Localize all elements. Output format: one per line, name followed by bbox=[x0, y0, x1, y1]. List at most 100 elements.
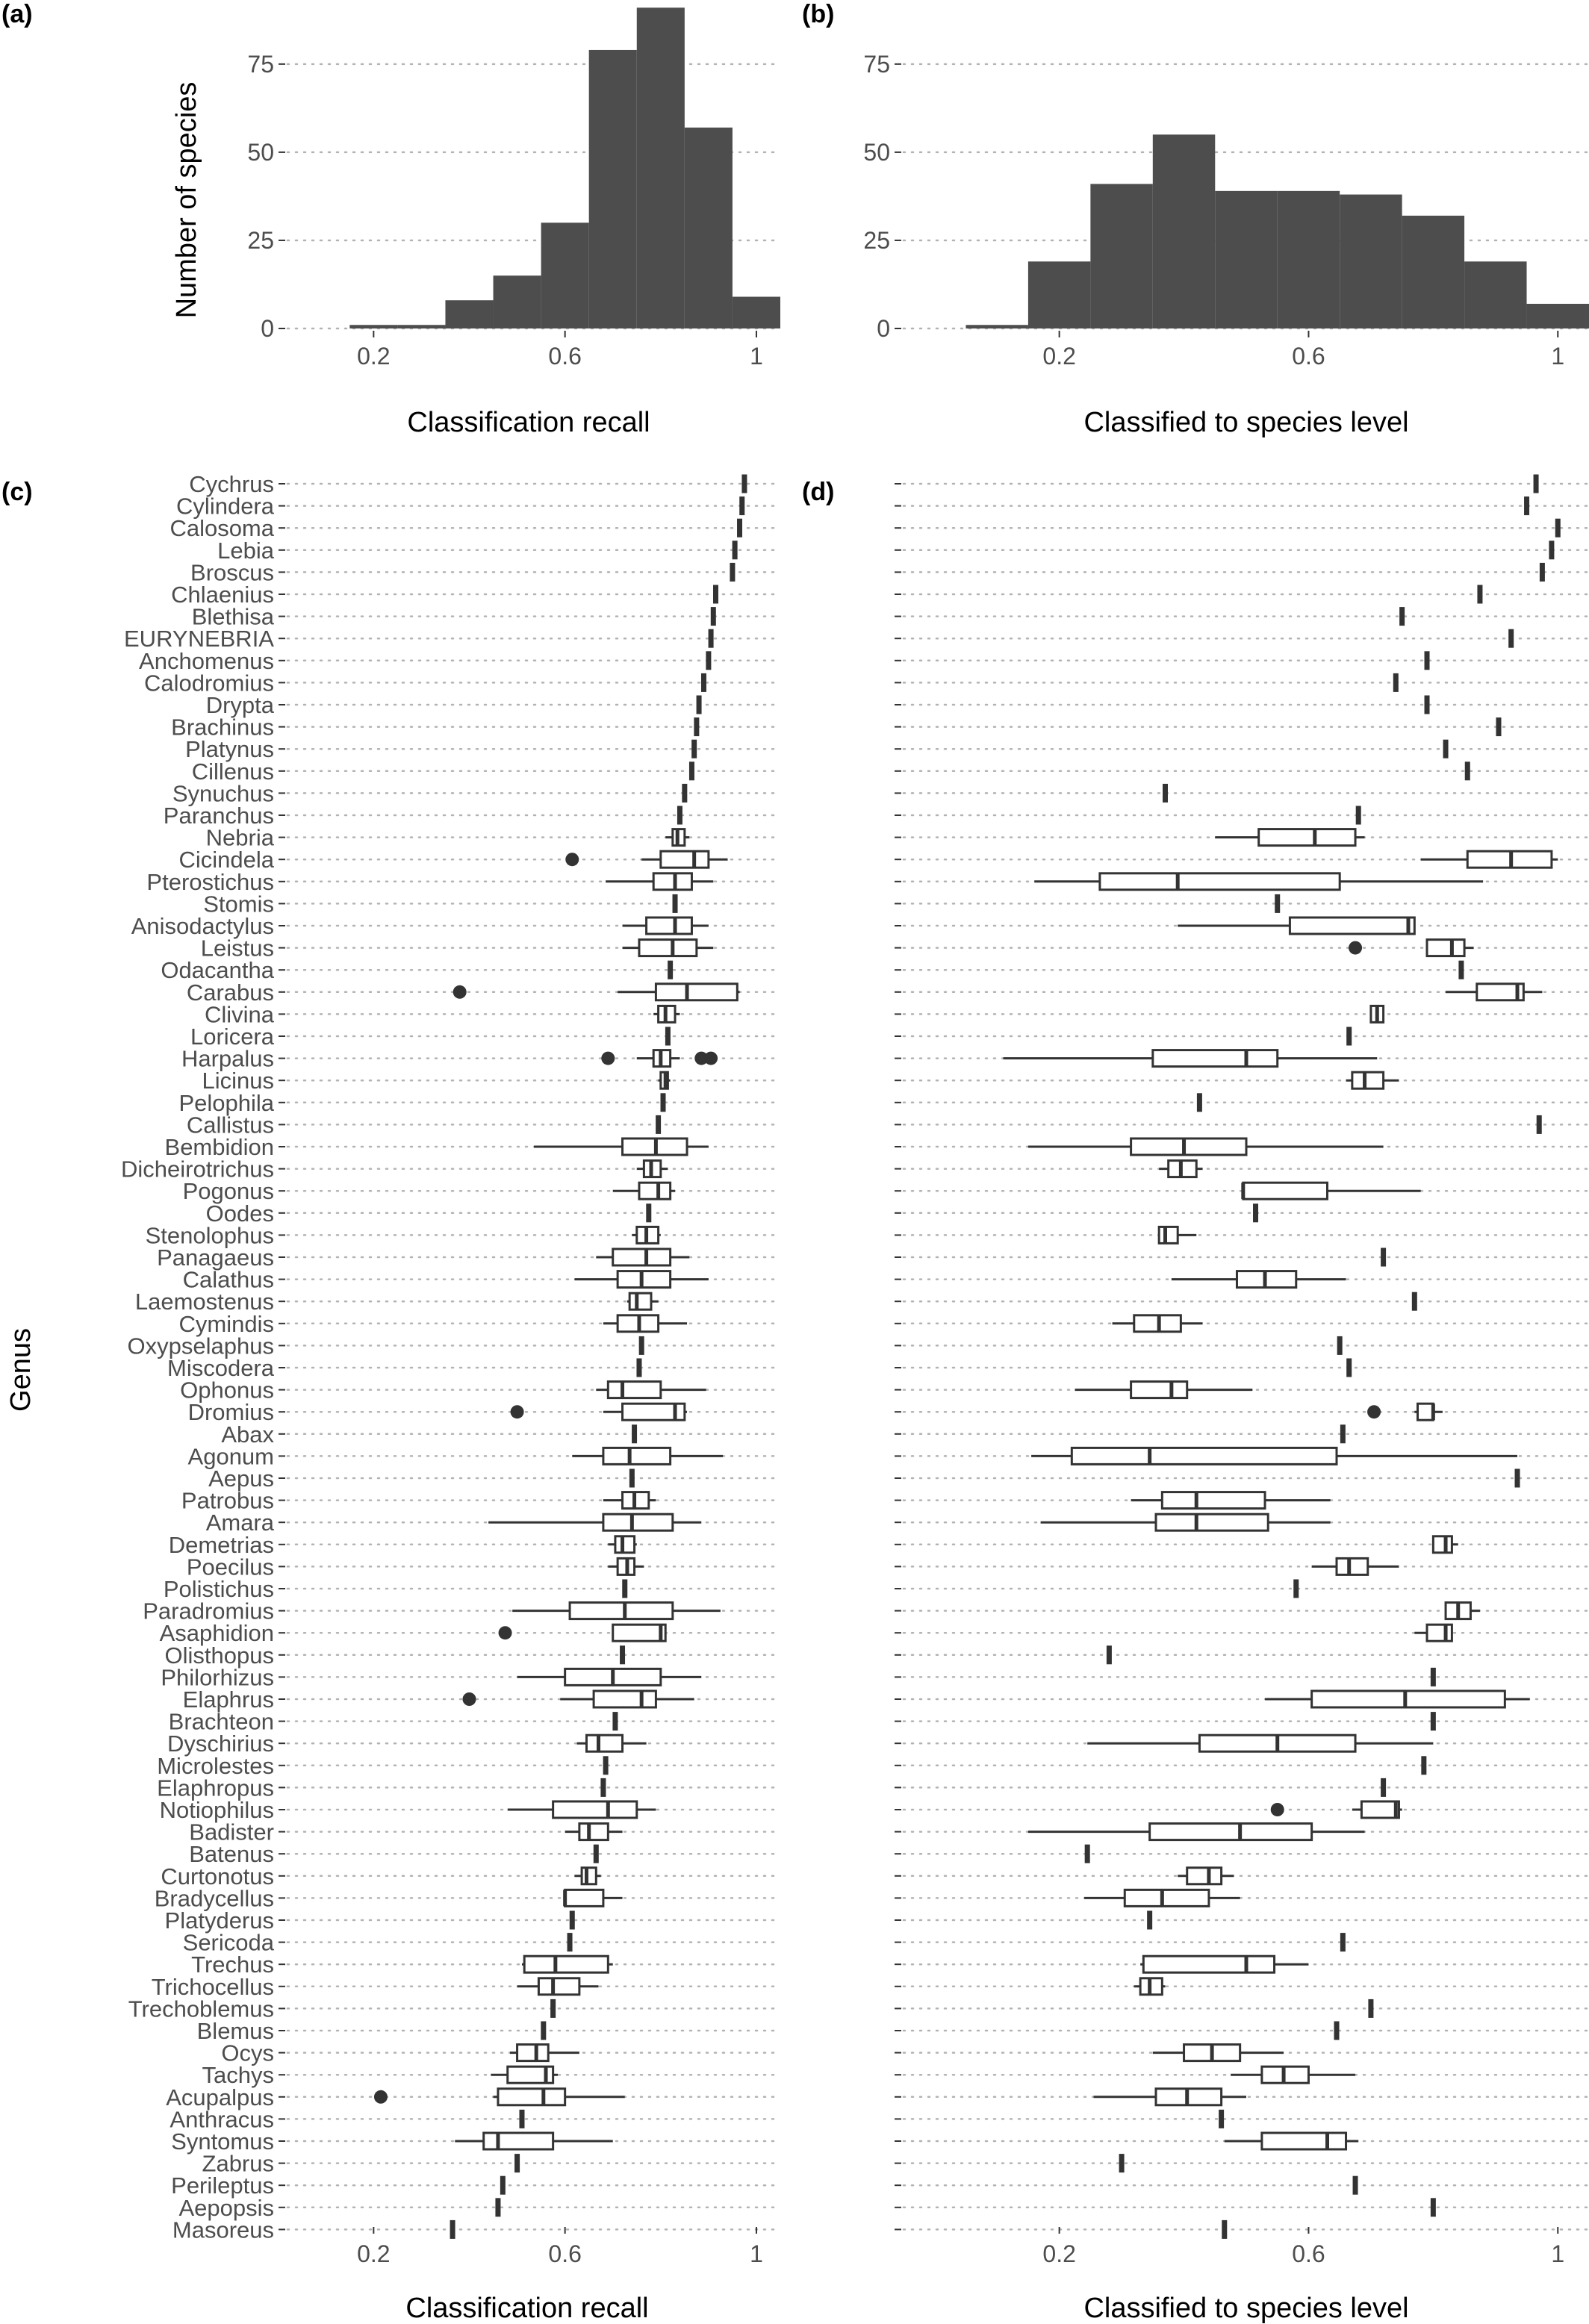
panel-letter-d: (d) bbox=[802, 478, 834, 506]
genus-label: Masoreus bbox=[172, 2216, 274, 2243]
genus-label: Synuchus bbox=[172, 780, 274, 806]
outlier-point bbox=[373, 2090, 388, 2104]
genus-label: Miscodera bbox=[167, 1355, 275, 1381]
genus-label: Sericoda bbox=[183, 1930, 275, 1956]
genus-label: Bembidion bbox=[165, 1134, 274, 1160]
outlier-point bbox=[462, 1692, 476, 1706]
genus-label: Platyderus bbox=[165, 1907, 274, 1934]
genus-label: Poecilus bbox=[187, 1554, 274, 1580]
box bbox=[580, 1866, 597, 1886]
box bbox=[1425, 938, 1466, 958]
genus-label: Demetrias bbox=[169, 1532, 274, 1558]
box bbox=[614, 1535, 636, 1554]
genus-label: Nebria bbox=[206, 825, 275, 851]
box bbox=[638, 1181, 672, 1200]
panel-c-y-axis-title: Genus bbox=[5, 1328, 37, 1412]
box bbox=[616, 1270, 672, 1289]
x-tick-label: 0.6 bbox=[548, 343, 581, 370]
box bbox=[1160, 1491, 1266, 1510]
genus-label: Cychrus bbox=[189, 471, 274, 497]
box bbox=[645, 916, 693, 935]
genus-label: Blethisa bbox=[192, 604, 275, 630]
y-tick-label: 50 bbox=[247, 139, 274, 166]
genus-label: Calosoma bbox=[170, 515, 274, 541]
x-tick-label: 1 bbox=[1551, 343, 1564, 370]
box bbox=[606, 1380, 662, 1400]
genus-label: Trichocellus bbox=[152, 1974, 274, 2000]
genus-label: Chlaenius bbox=[171, 582, 274, 608]
x-tick-label: 0.6 bbox=[548, 2240, 581, 2267]
panel-letter-b: (b) bbox=[802, 0, 834, 28]
box bbox=[516, 2043, 550, 2063]
genus-label: Elaphrus bbox=[183, 1686, 274, 1713]
outlier-point bbox=[601, 1051, 615, 1065]
x-tick-label: 1 bbox=[750, 343, 763, 370]
panel-c-x-axis-title: Classification recall bbox=[405, 2293, 648, 2324]
x-tick-label: 1 bbox=[1551, 2240, 1564, 2267]
genus-label: Pterostichus bbox=[146, 869, 274, 895]
box bbox=[659, 850, 710, 869]
genus-label: Ophonus bbox=[180, 1377, 274, 1404]
panel-a-y-axis-title: Number of species bbox=[171, 82, 202, 319]
box bbox=[1431, 1535, 1453, 1554]
genus-label: Pogonus bbox=[183, 1178, 274, 1204]
y-tick-label: 75 bbox=[863, 51, 890, 78]
box bbox=[1142, 1954, 1276, 1974]
box bbox=[612, 1247, 672, 1267]
outlier-point bbox=[1367, 1405, 1381, 1419]
panel-letter-c: (c) bbox=[1, 478, 33, 506]
genus-label: Dromius bbox=[188, 1399, 274, 1425]
histogram-bar bbox=[445, 300, 494, 328]
genus-label: Trechoblemus bbox=[128, 1996, 274, 2022]
genus-label: Olisthopus bbox=[165, 1642, 274, 1669]
genus-label: Cillenus bbox=[192, 758, 274, 785]
box bbox=[652, 872, 693, 891]
outlier-point bbox=[704, 1051, 718, 1065]
box bbox=[1151, 1049, 1279, 1068]
genus-label: Brachinus bbox=[171, 714, 274, 741]
genus-label: Pelophila bbox=[178, 1090, 274, 1116]
box bbox=[1257, 828, 1357, 847]
box bbox=[1310, 1689, 1506, 1709]
box bbox=[482, 2131, 555, 2151]
histogram-bar bbox=[636, 7, 685, 329]
histogram-bar bbox=[1526, 303, 1589, 328]
box bbox=[628, 1292, 653, 1311]
box bbox=[1130, 1380, 1189, 1400]
genus-label: Calodromius bbox=[144, 670, 274, 696]
x-tick-label: 0.2 bbox=[1042, 343, 1075, 370]
x-tick-label: 0.2 bbox=[357, 2240, 390, 2267]
box bbox=[1186, 1866, 1223, 1886]
panel-b-x-axis-title: Classified to species level bbox=[1083, 407, 1408, 438]
histogram-bar bbox=[732, 296, 780, 328]
box bbox=[1425, 1623, 1453, 1642]
box bbox=[1148, 1822, 1313, 1842]
genus-label: Anisodactylus bbox=[131, 913, 274, 939]
genus-label: Cylindera bbox=[176, 493, 275, 520]
genus-label: Dyschirius bbox=[167, 1730, 274, 1757]
box bbox=[602, 1446, 672, 1465]
outlier-point bbox=[510, 1405, 524, 1419]
outlier-point bbox=[1270, 1803, 1284, 1816]
box bbox=[638, 938, 698, 958]
box bbox=[1242, 1181, 1328, 1200]
genus-label: Callistus bbox=[187, 1112, 274, 1138]
box bbox=[1157, 1225, 1179, 1244]
box bbox=[564, 1888, 605, 1907]
histogram-bar bbox=[588, 49, 637, 328]
panel-b-histogram: 0 25 50 75 0.2 0.6 1 bbox=[863, 51, 1589, 370]
y-tick-label: 25 bbox=[247, 227, 274, 254]
panel-d-boxplot: 0.2 0.6 1 bbox=[895, 474, 1589, 2267]
histogram-bar bbox=[349, 325, 398, 328]
genus-label: Aepopsis bbox=[178, 2195, 274, 2221]
histogram-bar bbox=[1090, 184, 1153, 328]
box bbox=[523, 1954, 609, 1974]
genus-label: Clivina bbox=[205, 1001, 275, 1027]
genus-label: Odacantha bbox=[161, 957, 274, 983]
genus-label: Elaphropus bbox=[157, 1775, 274, 1801]
box bbox=[612, 1623, 667, 1642]
box bbox=[1351, 1071, 1385, 1090]
genus-label: Leistus bbox=[201, 935, 274, 962]
genus-label: Lebia bbox=[217, 538, 275, 564]
genus-label: Acupalpus bbox=[166, 2084, 274, 2110]
